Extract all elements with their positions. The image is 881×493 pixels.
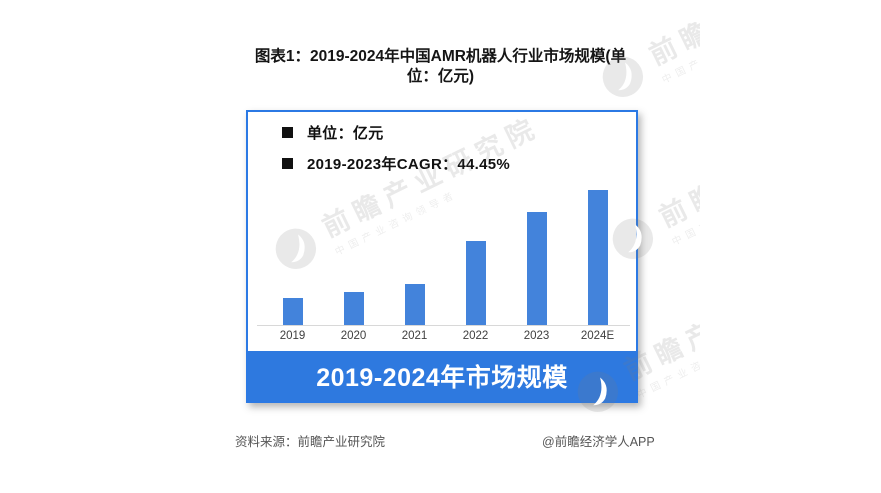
bar-2022 <box>465 241 486 325</box>
chart-title: 图表1：2019-2024年中国AMR机器人行业市场规模(单 位：亿元) <box>0 47 881 87</box>
bars-container <box>248 179 636 325</box>
watermark-brand: 前瞻产业研究院 <box>654 101 700 233</box>
legend-label-unit: 单位：亿元 <box>307 125 384 142</box>
legend-item-unit: 单位：亿元 <box>282 117 636 148</box>
bar-slot <box>323 292 384 325</box>
chart-title-line1: 图表1：2019-2024年中国AMR机器人行业市场规模(单 <box>254 48 627 65</box>
bar-slot <box>445 241 506 325</box>
bar-2020 <box>343 292 364 325</box>
banner: 2019-2024年市场规模 <box>248 351 636 401</box>
x-axis-label: 2024E <box>580 330 615 342</box>
bar-slot <box>262 298 323 325</box>
chart-panel: 单位：亿元 2019-2023年CAGR：44.45% 2019 2020 2021… <box>246 110 638 403</box>
x-axis-label: 2022 <box>462 330 489 342</box>
x-axis-label: 2021 <box>401 330 428 342</box>
legend-bullet-icon <box>282 158 293 169</box>
x-axis-label: 2023 <box>523 330 550 342</box>
watermark-tagline: 中国产业咨询领导者 <box>635 332 700 402</box>
legend-bullet-icon <box>282 127 293 138</box>
legend-label-cagr: 2019-2023年CAGR：44.45% <box>307 156 511 173</box>
banner-label: 2019-2024年市场规模 <box>316 364 568 392</box>
x-axis-label: 2020 <box>340 330 367 342</box>
x-axis-label: 2019 <box>279 330 306 342</box>
x-axis-line <box>257 325 630 326</box>
bar-2021 <box>404 284 425 325</box>
bar-slot <box>506 212 567 325</box>
bar-2023 <box>526 212 547 325</box>
watermark-tagline: 中国产业咨询领导者 <box>670 179 700 249</box>
bar-slot <box>567 190 628 325</box>
chart-legend: 单位：亿元 2019-2023年CAGR：44.45% <box>248 112 636 179</box>
bar-2019 <box>282 298 303 325</box>
credit-text: @前瞻经济学人APP <box>542 435 655 449</box>
x-axis-labels: 2019 2020 2021 2022 2023 2024E <box>248 326 636 351</box>
bar-slot <box>384 284 445 325</box>
chart-title-line2: 位：亿元) <box>406 68 475 85</box>
source-text: 资料来源：前瞻产业研究院 <box>235 435 386 449</box>
legend-item-cagr: 2019-2023年CAGR：44.45% <box>282 148 636 179</box>
bar-2024E <box>587 190 608 325</box>
